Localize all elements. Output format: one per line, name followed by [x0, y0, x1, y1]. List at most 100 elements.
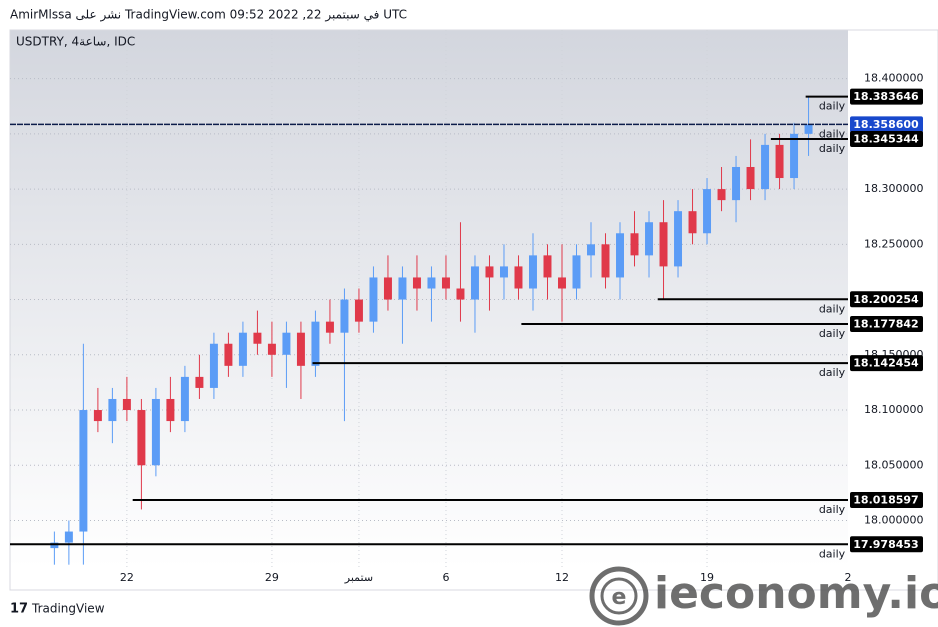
x-tick-label: 22: [120, 571, 134, 584]
candle-body: [703, 189, 712, 234]
watermark: e ieconomy.io: [589, 566, 938, 626]
y-tick-label: 18.250000: [864, 237, 924, 250]
candle-body: [354, 299, 363, 322]
x-tick-label: 12: [555, 571, 569, 584]
symbol: USDTRY, 4ساعة, IDC: [16, 35, 135, 49]
candle-body: [804, 124, 813, 134]
candle-body: [572, 255, 581, 289]
level-label: 18.383646: [853, 90, 919, 103]
level-note: daily: [819, 127, 846, 140]
candle-body: [296, 332, 305, 366]
level-label: 18.018597: [853, 493, 918, 506]
candle-body: [412, 277, 421, 289]
overlay: 18.00000018.05000018.10000018.15000018.2…: [120, 72, 924, 584]
plot: [10, 95, 848, 565]
x-tick-label: 19: [700, 571, 714, 584]
candle-body: [64, 531, 73, 543]
level-label-box: [850, 355, 923, 372]
x-tick-label: ستمبر: [344, 571, 373, 584]
candle-body: [93, 410, 102, 422]
frame: [9, 29, 938, 591]
y-tick-label: 18.300000: [864, 182, 924, 195]
level-label-box: [850, 316, 923, 333]
y-tick-label: 18.100000: [864, 403, 924, 416]
candle-body: [383, 277, 392, 300]
candle-body: [253, 332, 262, 344]
level-label: 18.142454: [853, 357, 919, 370]
x-tick-label: 29: [265, 571, 279, 584]
candle-body: [224, 343, 233, 366]
candle-body: [746, 166, 755, 190]
candle-body: [587, 244, 595, 256]
candle-body: [514, 266, 523, 289]
footer-brand: TradingView: [31, 602, 105, 616]
candle-body: [137, 410, 146, 466]
candle-body: [441, 277, 450, 289]
level-label: 18.177842: [853, 318, 918, 331]
level-label-box: [850, 291, 923, 308]
x-tick-label: 2: [845, 571, 852, 584]
candle-body: [601, 244, 610, 278]
level-note: daily: [819, 100, 846, 113]
y-tick-label: 18.050000: [864, 458, 924, 471]
candle-body: [674, 211, 683, 267]
candle-body: [267, 343, 276, 355]
candle-body: [50, 542, 59, 549]
candle-body: [761, 144, 770, 190]
candle-body: [282, 332, 291, 355]
candle-body: [558, 277, 566, 289]
watermark-text: ieconomy.io: [654, 568, 938, 619]
candle-body: [645, 222, 654, 256]
level-label: 18.358600: [853, 118, 919, 131]
level-note: daily: [819, 302, 846, 315]
candle-body: [398, 277, 407, 300]
level-note: daily: [819, 142, 846, 155]
candle-body: [543, 255, 552, 278]
y-tick-label: 18.400000: [864, 72, 924, 85]
level-label-box: [850, 536, 923, 553]
candle-body: [616, 233, 624, 278]
level-label-box: [850, 130, 923, 147]
level-label: 18.345344: [853, 132, 919, 145]
candle-body: [151, 398, 160, 466]
header: AmirMlssa نشر على TradingView.com في سبت…: [10, 8, 407, 23]
level-label-box: [850, 116, 923, 133]
candle-body: [369, 277, 378, 322]
candle-body: [485, 266, 494, 278]
candle-body: [209, 343, 218, 388]
candle-body: [340, 299, 349, 333]
watermark-ring: [589, 566, 649, 626]
candle-body: [499, 266, 508, 278]
level-note: daily: [819, 503, 846, 516]
candle-body: [732, 166, 741, 201]
candle-body: [659, 222, 668, 267]
tv-logo: 17 TradingView: [10, 602, 105, 617]
level-label: 18.200254: [853, 293, 919, 306]
candle-body: [166, 398, 175, 422]
candle-body: [108, 398, 117, 422]
level-label-box: [850, 491, 923, 508]
candle-body: [427, 277, 436, 289]
level-label-box: [850, 88, 923, 105]
candle-body: [325, 321, 334, 333]
candle-body: [790, 133, 799, 179]
x-tick-label: 6: [442, 571, 449, 584]
candle-body: [688, 211, 697, 234]
candle-body: [79, 410, 88, 532]
y-tick-label: 18.000000: [864, 513, 924, 526]
candle-body: [775, 144, 784, 179]
candle-body: [311, 321, 320, 366]
candle-body: [238, 332, 247, 366]
watermark-e: e: [612, 585, 627, 610]
tv-mark: 17: [10, 602, 28, 617]
candle-body: [630, 233, 639, 256]
level-note: daily: [819, 366, 846, 379]
level-note: daily: [819, 547, 846, 560]
watermark-ring-inner: [600, 577, 638, 615]
level-label: 17.978453: [853, 538, 918, 551]
candle-body: [470, 266, 479, 300]
candle-body: [122, 398, 131, 411]
candle-body: [529, 255, 537, 289]
candle-body: [180, 376, 189, 422]
